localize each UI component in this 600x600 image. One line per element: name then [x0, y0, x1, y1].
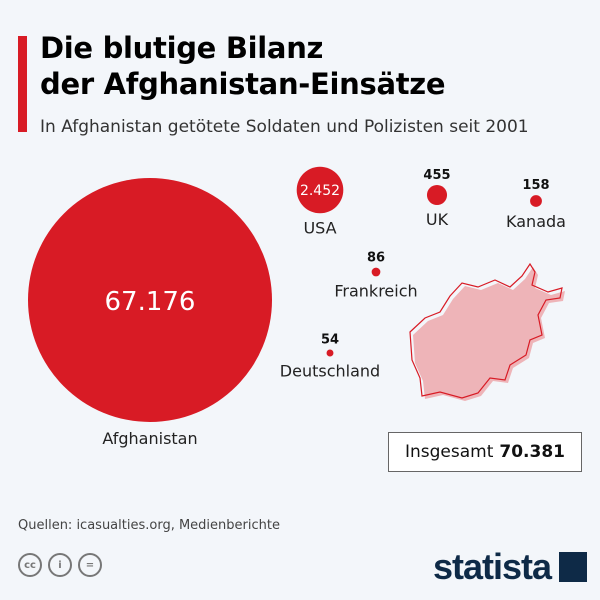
bubble-frankreich — [371, 267, 381, 277]
category-label-deutschland: Deutschland — [280, 361, 380, 380]
category-label-usa: USA — [303, 218, 336, 237]
afghanistan-map-icon — [409, 262, 565, 401]
by-icon[interactable]: i — [48, 553, 72, 577]
subtitle: In Afghanistan getötete Soldaten und Pol… — [40, 117, 529, 137]
bubble-usa — [296, 166, 344, 214]
title-line-1: Die blutige Bilanz — [40, 31, 324, 65]
nd-icon[interactable]: = — [78, 553, 102, 577]
bubble-uk — [426, 184, 448, 206]
license-icons: cc i = — [18, 553, 102, 577]
category-label-frankreich: Frankreich — [334, 281, 417, 300]
category-label-afghanistan: Afghanistan — [102, 429, 197, 448]
page-title: Die blutige Bilanz der Afghanistan-Einsä… — [40, 30, 446, 102]
total-value: 70.381 — [499, 442, 565, 462]
source-text: Quellen: icasualties.org, Medienberichte — [18, 518, 280, 533]
statista-logo[interactable]: statista — [433, 546, 588, 588]
value-label-usa: 2.452 — [300, 183, 340, 199]
bubble-deutschland — [326, 349, 334, 357]
value-label-kanada: 158 — [522, 178, 549, 193]
value-label-uk: 455 — [423, 168, 450, 183]
cc-icon[interactable]: cc — [18, 553, 42, 577]
category-label-kanada: Kanada — [506, 212, 566, 231]
bubble-afghanistan — [28, 178, 272, 422]
accent-bar — [18, 36, 27, 132]
value-label-afghanistan: 67.176 — [105, 287, 196, 317]
total-label: Insgesamt — [404, 442, 494, 462]
statista-logo-icon — [559, 552, 588, 582]
value-label-frankreich: 86 — [367, 251, 385, 266]
title-line-2: der Afghanistan-Einsätze — [40, 67, 446, 101]
value-label-deutschland: 54 — [321, 333, 339, 348]
bubble-kanada — [530, 195, 542, 207]
total-box: Insgesamt 70.381 — [388, 432, 582, 472]
category-label-uk: UK — [426, 210, 449, 229]
